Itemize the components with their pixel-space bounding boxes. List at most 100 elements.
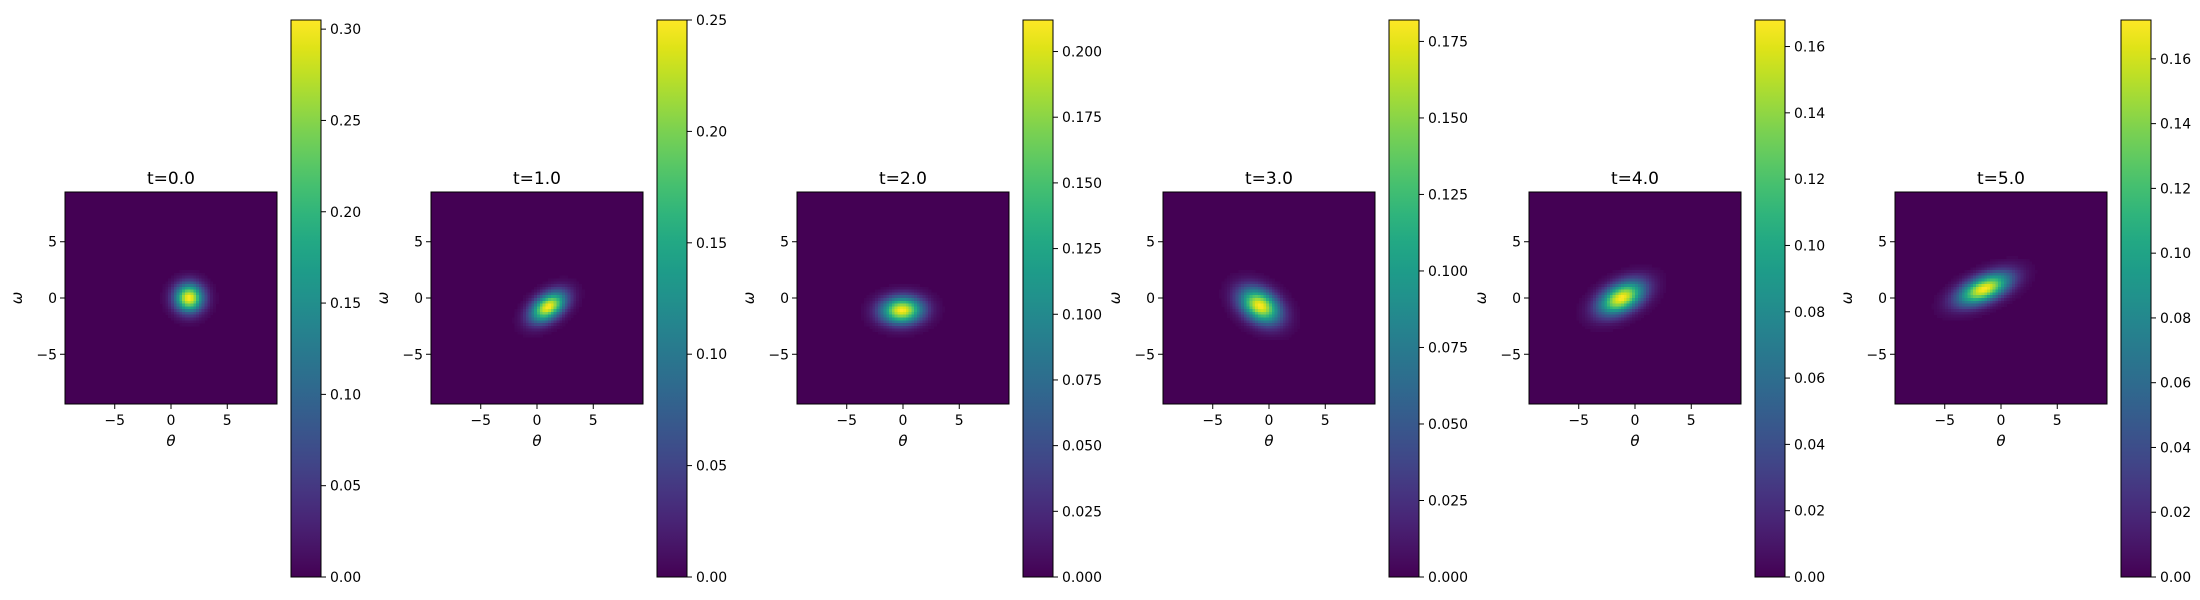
heatmap-cell xyxy=(204,303,208,307)
heatmap-cell xyxy=(1621,284,1625,288)
heatmap-cell xyxy=(1224,278,1228,282)
y-tick-label: −5 xyxy=(1866,347,1887,363)
heatmap-cell xyxy=(1635,275,1639,279)
heatmap-cell xyxy=(1232,300,1236,304)
heatmap-cell xyxy=(2001,286,2005,291)
heatmap-cell xyxy=(872,292,876,296)
heatmap-cell xyxy=(2026,275,2030,279)
heatmap-cell xyxy=(1255,328,1259,332)
heatmap-cell xyxy=(869,292,873,296)
heatmap-cell xyxy=(886,334,890,338)
heatmap-cell xyxy=(171,298,175,302)
heatmap-cell xyxy=(1609,275,1614,279)
heatmap-cell xyxy=(869,323,873,327)
heatmap-cell xyxy=(1282,286,1287,291)
heatmap-cell xyxy=(1635,289,1639,293)
heatmap-cell xyxy=(548,325,552,330)
heatmap-cell xyxy=(1224,303,1228,307)
heatmap-cell xyxy=(1978,303,1982,307)
heatmap-cell xyxy=(877,292,882,296)
heatmap-cell xyxy=(1266,320,1270,324)
heatmap-cell xyxy=(207,298,211,302)
heatmap-cell xyxy=(1626,292,1630,296)
heatmap-cell xyxy=(1956,295,1960,299)
heatmap-cell xyxy=(2009,275,2013,279)
heatmap-cell xyxy=(1995,272,1999,277)
heatmap-cell xyxy=(1950,309,1954,313)
heatmap-cell xyxy=(1260,328,1264,332)
colorbar-tick-label: 0.00 xyxy=(330,570,361,586)
heatmap-cell xyxy=(1987,281,1991,285)
heatmap-cell xyxy=(1285,337,1289,341)
heatmap-cell xyxy=(1992,306,1996,310)
heatmap-cell xyxy=(550,303,555,307)
heatmap-cell xyxy=(184,323,189,327)
heatmap-cell xyxy=(916,298,921,302)
heatmap-cell xyxy=(559,289,563,293)
heatmap-cell xyxy=(908,320,912,324)
heatmap-cell xyxy=(1257,306,1262,310)
heatmap-cell xyxy=(176,303,180,307)
heatmap-cell xyxy=(914,331,918,335)
heatmap-cells xyxy=(511,275,585,338)
heatmap-cell xyxy=(168,281,172,285)
heatmap-cell xyxy=(1593,292,1597,296)
heatmap-cell xyxy=(872,317,876,321)
heatmap-cell xyxy=(1584,311,1588,316)
heatmap-cell xyxy=(1632,300,1636,304)
heatmap-cell xyxy=(2028,270,2033,274)
heatmap-cell xyxy=(1274,292,1278,296)
heatmap-cell xyxy=(1973,300,1977,304)
heatmap-cell xyxy=(897,303,901,307)
heatmap-cell xyxy=(207,306,211,310)
heatmap-cell xyxy=(1238,272,1242,277)
heatmap-cell xyxy=(1654,289,1658,293)
x-tick-label: 0 xyxy=(899,413,908,429)
heatmap-cell xyxy=(1257,286,1262,291)
heatmap-cell xyxy=(903,284,907,288)
heatmap-cell xyxy=(1582,295,1586,299)
heatmap-cell xyxy=(562,320,566,324)
heatmap-cell xyxy=(1229,284,1234,288)
heatmap-cell xyxy=(1621,289,1625,293)
heatmap-cell xyxy=(187,298,191,302)
heatmap-cell xyxy=(1232,278,1236,282)
heatmap-cell xyxy=(204,284,208,288)
colorbar-tick-label: 0.075 xyxy=(1062,373,1102,389)
heatmap-cell xyxy=(1992,281,1996,285)
heatmap-cell xyxy=(2017,281,2021,285)
heatmap-cell xyxy=(537,286,541,291)
heatmap-cell xyxy=(1255,300,1259,304)
heatmap-cell xyxy=(2020,258,2024,263)
heatmap-cell xyxy=(1607,284,1611,288)
heatmap-cell xyxy=(894,317,898,321)
heatmap-cell xyxy=(1260,289,1264,293)
heatmap-cell xyxy=(1232,314,1236,318)
heatmap-cell xyxy=(1296,309,1301,313)
heatmap-cell xyxy=(190,311,194,316)
heatmap-cell xyxy=(869,325,873,330)
heatmap-cell xyxy=(1285,323,1289,327)
heatmap-cell xyxy=(1229,275,1234,279)
heatmap-cell xyxy=(872,295,876,299)
heatmap-cell xyxy=(916,295,921,299)
heatmap-cell xyxy=(1618,286,1622,291)
heatmap-cell xyxy=(173,317,177,321)
heatmap-cell xyxy=(550,286,555,291)
heatmap-cell xyxy=(1601,275,1605,279)
heatmap-cell xyxy=(1584,300,1588,304)
colorbar-tick-label: 0.20 xyxy=(696,124,727,140)
heatmap-cell xyxy=(1945,309,1949,313)
heatmap-cell xyxy=(2001,278,2005,282)
heatmap-cell xyxy=(1609,278,1614,282)
heatmap-cell xyxy=(1252,311,1256,316)
heatmap-cell xyxy=(207,286,211,291)
heatmap-cell xyxy=(930,314,935,318)
heatmap-cell xyxy=(1249,286,1253,291)
heatmap-cell xyxy=(886,289,890,293)
heatmap-cell xyxy=(1657,281,1661,285)
heatmap-cell xyxy=(168,284,172,288)
heatmap-cell xyxy=(1643,295,1647,299)
heatmap-cell xyxy=(550,284,555,288)
heatmap-cell xyxy=(1989,264,1994,268)
